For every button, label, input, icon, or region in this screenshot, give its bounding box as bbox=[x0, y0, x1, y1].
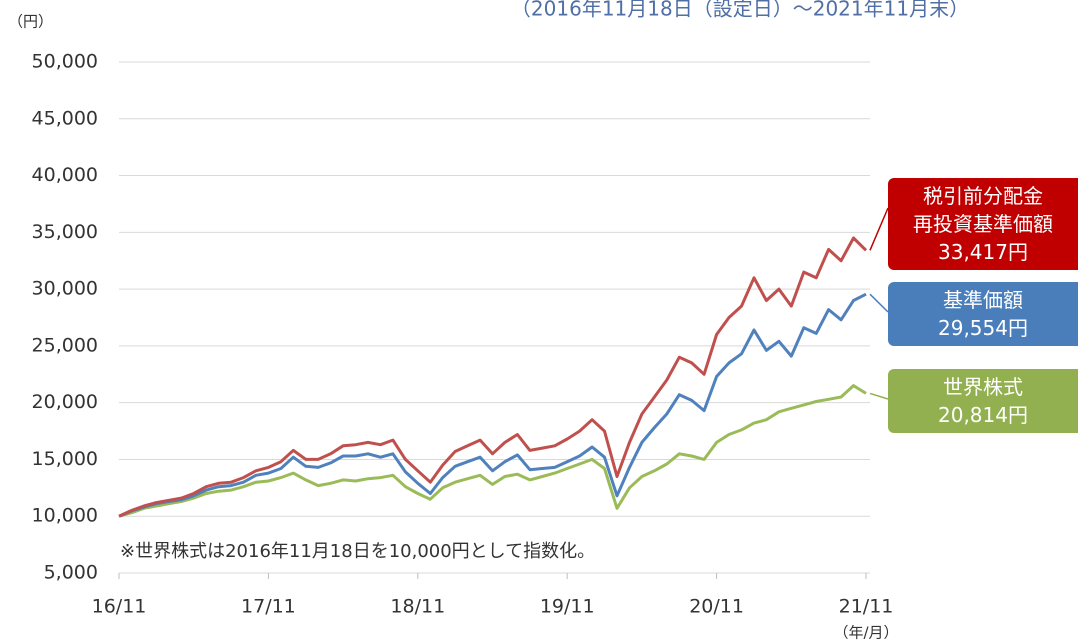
y-tick-label: 30,000 bbox=[32, 278, 98, 300]
connector bbox=[869, 392, 889, 400]
y-tick-label: 25,000 bbox=[32, 334, 98, 356]
series-line bbox=[118, 236, 868, 518]
y-tick-label: 20,000 bbox=[32, 391, 98, 413]
end-value-label: 33,417円 bbox=[938, 240, 1028, 264]
note: ※世界株式は2016年11月18日を10,000円として指数化。 bbox=[120, 541, 595, 562]
end-value-label: 20,814円 bbox=[938, 403, 1028, 427]
x-tick-label: 17/11 bbox=[241, 596, 296, 618]
end-label-box: 税引前分配金 再投資基準価額 33,417円 bbox=[888, 178, 1078, 270]
y-unit: （円） bbox=[8, 13, 53, 31]
y-tick-label: 40,000 bbox=[32, 164, 98, 186]
x-tick-label: 18/11 bbox=[390, 596, 445, 618]
connector bbox=[869, 207, 889, 251]
x-tick-label: 16/11 bbox=[92, 596, 147, 618]
y-tick-label: 45,000 bbox=[32, 107, 98, 129]
end-value-label: 29,554円 bbox=[938, 316, 1028, 340]
x-tick-label: 20/11 bbox=[689, 596, 744, 618]
y-tick-label: 35,000 bbox=[32, 221, 98, 243]
connector bbox=[869, 293, 889, 313]
legend-label: 世界株式 bbox=[943, 375, 1023, 399]
legend-label: 基準価額 bbox=[943, 288, 1023, 312]
x-tick-label: 19/11 bbox=[540, 596, 595, 618]
y-tick-label: 15,000 bbox=[32, 448, 98, 470]
y-tick-label: 5,000 bbox=[44, 562, 98, 584]
end-label-box: 世界株式 20,814円 bbox=[888, 369, 1078, 433]
y-tick-label: 50,000 bbox=[32, 51, 98, 73]
end-label-box: 基準価額 29,554円 bbox=[888, 282, 1078, 346]
series-line bbox=[118, 292, 867, 518]
y-tick-label: 10,000 bbox=[32, 505, 98, 527]
series-line bbox=[118, 384, 867, 518]
x-unit: （年/月） bbox=[833, 624, 898, 642]
chart-title: （2016年11月18日（設定日）～2021年11月末） bbox=[511, 0, 969, 21]
x-tick-label: 21/11 bbox=[839, 596, 894, 618]
legend-label: 税引前分配金 再投資基準価額 bbox=[913, 184, 1053, 236]
